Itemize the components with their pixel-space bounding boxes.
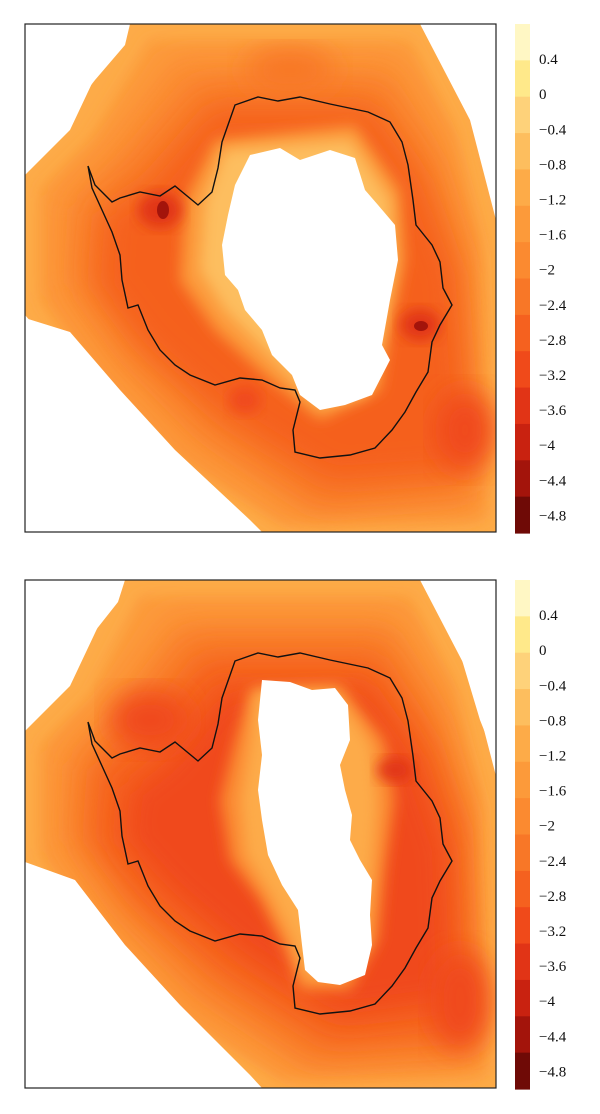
colorbar-top: 0.4 0 −0.4 −0.8 −1.2 −1.6 −2 −2.4 −2.8 −3.2 −3.6 −4… xyxy=(515,24,567,534)
colorbar-tick-label-top-1: 0 xyxy=(539,87,547,103)
colorbar-tick-label-bottom-7: −2.4 xyxy=(539,854,567,870)
colorbar-tick-label-top-12: −4.4 xyxy=(539,473,567,489)
colorbar-tick-label-top-13: −4.8 xyxy=(539,508,566,524)
colorbar-swatch-top-3 xyxy=(515,133,530,171)
colorbar-swatch-top-6 xyxy=(515,242,530,280)
colorbar-tick-label-bottom-11: −4 xyxy=(539,994,555,1010)
colorbar-swatch-top-11 xyxy=(515,423,530,461)
map-panel-top xyxy=(24,23,497,533)
colorbar-tick-label-top-2: −0.4 xyxy=(539,122,567,138)
colorbar-swatch-bottom-13 xyxy=(515,1052,530,1090)
colorbar-tick-label-top-9: −3.2 xyxy=(539,368,566,384)
minimum-spot-5-top xyxy=(245,48,335,92)
no-data-edge-bottom xyxy=(25,862,262,1088)
colorbar-tick-label-bottom-5: −1.6 xyxy=(539,784,567,800)
colorbar-swatch-bottom-10 xyxy=(515,943,530,981)
colorbar-swatch-top-2 xyxy=(515,96,530,134)
colorbar-swatch-bottom-1 xyxy=(515,616,530,654)
colorbar-tick-label-top-10: −3.6 xyxy=(539,403,567,419)
no-data-topright-bottom xyxy=(440,580,496,760)
colorbar-tick-label-top-11: −4 xyxy=(539,438,555,454)
colorbar-swatch-bottom-5 xyxy=(515,761,530,799)
no-data-corner-top xyxy=(25,24,130,160)
colorbar-swatch-top-12 xyxy=(515,460,530,498)
colorbar-tick-label-bottom-4: −1.2 xyxy=(539,749,566,765)
colorbar-tick-labels-bottom: 0.4 0 −0.4 −0.8 −1.2 −1.6 −2 −2.4 −2.8 −3.2 −3.6 −4… xyxy=(539,608,567,1080)
minimum-spot-4-top xyxy=(435,390,495,470)
minimum-spot-2-bottom xyxy=(110,690,190,750)
map-frame-top xyxy=(24,23,497,533)
colorbar-swatch-bottom-8 xyxy=(515,870,530,908)
colorbar-swatch-top-0 xyxy=(515,24,530,61)
colorbar-swatch-bottom-7 xyxy=(515,834,530,872)
contour-field-bottom xyxy=(25,580,496,1088)
colorbar-swatch-top-4 xyxy=(515,169,530,207)
colorbar-tick-label-top-4: −1.2 xyxy=(539,193,566,209)
colorbar-swatch-top-5 xyxy=(515,205,530,243)
minimum-spot-2b-top xyxy=(414,321,428,331)
colorbar-swatches-top xyxy=(515,24,530,534)
colorbar-tick-label-bottom-8: −2.8 xyxy=(539,889,566,905)
colorbar-tick-label-top-6: −2 xyxy=(539,263,555,279)
colorbar-swatch-bottom-9 xyxy=(515,907,530,945)
colorbar-tick-label-bottom-6: −2 xyxy=(539,819,555,835)
colorbar-tick-label-bottom-0: 0.4 xyxy=(539,608,558,624)
minimum-spot-1-bottom xyxy=(377,758,413,782)
colorbar-tick-label-top-3: −0.8 xyxy=(539,157,566,173)
colorbar-swatch-bottom-4 xyxy=(515,725,530,763)
colorbar-swatch-bottom-3 xyxy=(515,689,530,727)
coastline-top xyxy=(87,96,453,459)
colorbar-swatch-top-13 xyxy=(515,496,530,534)
colorbar-tick-label-bottom-1: 0 xyxy=(539,643,547,659)
minimum-spot-3-bottom xyxy=(430,950,490,1050)
contour-field-top xyxy=(25,24,496,532)
colorbar-swatch-top-1 xyxy=(515,60,530,98)
coastline-bottom xyxy=(87,652,453,1015)
no-data-topright-top xyxy=(445,24,496,200)
no-data-region-top xyxy=(222,148,398,410)
colorbar-swatch-bottom-12 xyxy=(515,1016,530,1054)
map-panel-bottom xyxy=(24,579,497,1089)
no-data-region-bottom xyxy=(258,680,372,985)
colorbar-tick-label-bottom-13: −4.8 xyxy=(539,1064,566,1080)
colorbar-tick-label-bottom-3: −0.8 xyxy=(539,713,566,729)
colorbar-bottom: 0.4 0 −0.4 −0.8 −1.2 −1.6 −2 −2.4 −2.8 −3.2 −3.6 −4… xyxy=(515,580,567,1090)
colorbar-swatch-bottom-2 xyxy=(515,652,530,690)
minimum-spot-1b-top xyxy=(157,201,169,219)
colorbar-swatch-top-10 xyxy=(515,387,530,425)
minimum-spot-3-top xyxy=(229,386,261,414)
colorbar-tick-label-top-7: −2.4 xyxy=(539,298,567,314)
colorbar-swatches-bottom xyxy=(515,580,530,1090)
colorbar-swatch-bottom-6 xyxy=(515,798,530,836)
colorbar-tick-label-top-8: −2.8 xyxy=(539,333,566,349)
colorbar-tick-label-bottom-10: −3.6 xyxy=(539,959,567,975)
colorbar-tick-label-bottom-2: −0.4 xyxy=(539,678,567,694)
colorbar-swatch-top-8 xyxy=(515,314,530,352)
no-data-corner-bottom xyxy=(25,580,125,718)
colorbar-tick-label-top-5: −1.6 xyxy=(539,228,567,244)
colorbar-tick-label-top-0: 0.4 xyxy=(539,52,558,68)
colorbar-swatch-bottom-0 xyxy=(515,580,530,617)
colorbar-swatch-top-7 xyxy=(515,278,530,316)
colorbar-tick-label-bottom-9: −3.2 xyxy=(539,924,566,940)
colorbar-swatch-top-9 xyxy=(515,351,530,389)
colorbar-tick-labels-top: 0.4 0 −0.4 −0.8 −1.2 −1.6 −2 −2.4 −2.8 −3.2 −3.6 −4… xyxy=(539,52,567,524)
colorbar-swatch-bottom-11 xyxy=(515,979,530,1017)
map-frame-bottom xyxy=(24,579,497,1089)
colorbar-tick-label-bottom-12: −4.4 xyxy=(539,1029,567,1045)
no-data-edge-top xyxy=(25,318,262,532)
